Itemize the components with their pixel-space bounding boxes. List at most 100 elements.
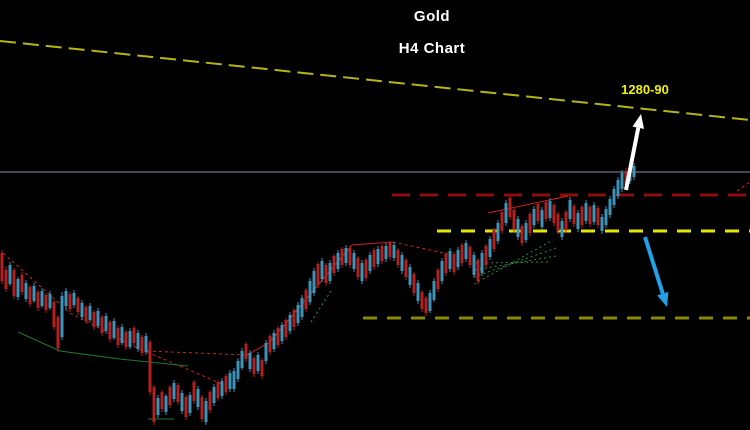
bear-candle (100, 315, 104, 336)
bull-candle (164, 394, 168, 415)
bear-candle (564, 210, 568, 233)
bear-candle (588, 205, 592, 227)
pattern-line (146, 351, 223, 385)
bull-candle (568, 197, 572, 222)
bear-candle (528, 212, 532, 236)
bull-candle (600, 214, 604, 234)
bull-candle (440, 258, 444, 284)
bear-candle (492, 228, 496, 252)
bull-candle (592, 202, 596, 225)
bull-candle (360, 260, 364, 284)
bear-candle (436, 268, 440, 292)
bear-candle (484, 244, 488, 268)
bear-candle (152, 385, 156, 425)
bear-candle (20, 272, 24, 295)
bull-candle (548, 198, 552, 221)
bull-candle (456, 247, 460, 270)
bull-candle (620, 170, 624, 192)
pattern-line (736, 181, 750, 192)
bear-candle (380, 244, 384, 264)
bull-candle (232, 368, 236, 392)
bull-candle (128, 328, 132, 349)
bear-candle (552, 203, 556, 226)
bull-candle (496, 220, 500, 244)
bear-candle (580, 205, 584, 228)
bear-candle (412, 272, 416, 296)
bear-candle (92, 310, 96, 330)
bear-candle (340, 247, 344, 268)
bull-candle (264, 340, 268, 364)
bull-candle (560, 218, 564, 240)
bull-candle (40, 288, 44, 308)
bear-candle (404, 258, 408, 280)
bull-candle (64, 288, 68, 310)
bear-candle (388, 241, 392, 260)
bull-candle (384, 243, 388, 262)
pattern-line (473, 239, 554, 285)
bull-candle (236, 358, 240, 382)
bear-candle (76, 296, 80, 315)
bull-candle (256, 352, 260, 374)
bull-candle (376, 246, 380, 267)
bull-candle (172, 380, 176, 402)
pattern-line (487, 195, 569, 214)
bear-candle (476, 258, 480, 284)
bear-candle (200, 395, 204, 422)
bear-candle (56, 315, 60, 352)
trendline-descending-resistance[interactable] (0, 40, 750, 121)
bear-candle (356, 256, 360, 280)
bull-candle (368, 252, 372, 274)
bull-candle (104, 313, 108, 334)
bear-candle (332, 254, 336, 276)
bull-candle (472, 252, 476, 278)
bear-candle (364, 258, 368, 281)
bull-candle (400, 252, 404, 274)
chart-title: Gold (413, 8, 451, 25)
bull-candle (576, 210, 580, 232)
bull-candle (344, 245, 348, 266)
bull-candle (72, 290, 76, 308)
down-arrow[interactable] (643, 236, 669, 307)
bull-candle (524, 220, 528, 243)
target-price-label[interactable]: 1280-90 (621, 82, 669, 97)
pattern-line (351, 241, 394, 246)
bull-candle (312, 268, 316, 296)
bear-candle (544, 200, 548, 222)
bear-candle (260, 358, 264, 379)
bear-candle (304, 288, 308, 312)
bull-candle (288, 312, 292, 334)
pattern-line (475, 261, 549, 264)
pattern-line (17, 331, 189, 367)
bull-candle (616, 177, 620, 199)
bear-candle (124, 330, 128, 350)
bull-candle (136, 330, 140, 352)
bear-candle (596, 206, 600, 228)
bull-candle (144, 333, 148, 355)
bull-candle (464, 240, 468, 262)
bull-candle (60, 292, 64, 340)
bear-candle (12, 268, 16, 299)
bull-candle (612, 186, 616, 208)
bear-candle (208, 390, 212, 413)
bull-candle (532, 206, 536, 228)
bull-candle (156, 395, 160, 418)
bull-candle (112, 318, 116, 340)
bull-candle (392, 242, 396, 261)
bull-candle (32, 283, 36, 303)
bull-candle (540, 207, 544, 230)
bear-candle (424, 296, 428, 316)
horizontal-levels[interactable] (0, 171, 750, 320)
bull-candle (296, 302, 300, 326)
bull-candle (180, 390, 184, 414)
bull-candle (272, 330, 276, 352)
descending-trendline[interactable] (0, 40, 750, 121)
bear-candle (468, 245, 472, 268)
up-arrow[interactable] (624, 114, 645, 191)
annotation-arrows[interactable] (624, 114, 669, 307)
bear-candle (372, 248, 376, 270)
bear-candle (216, 380, 220, 401)
candlesticks (0, 163, 636, 425)
bull-candle (328, 260, 332, 284)
